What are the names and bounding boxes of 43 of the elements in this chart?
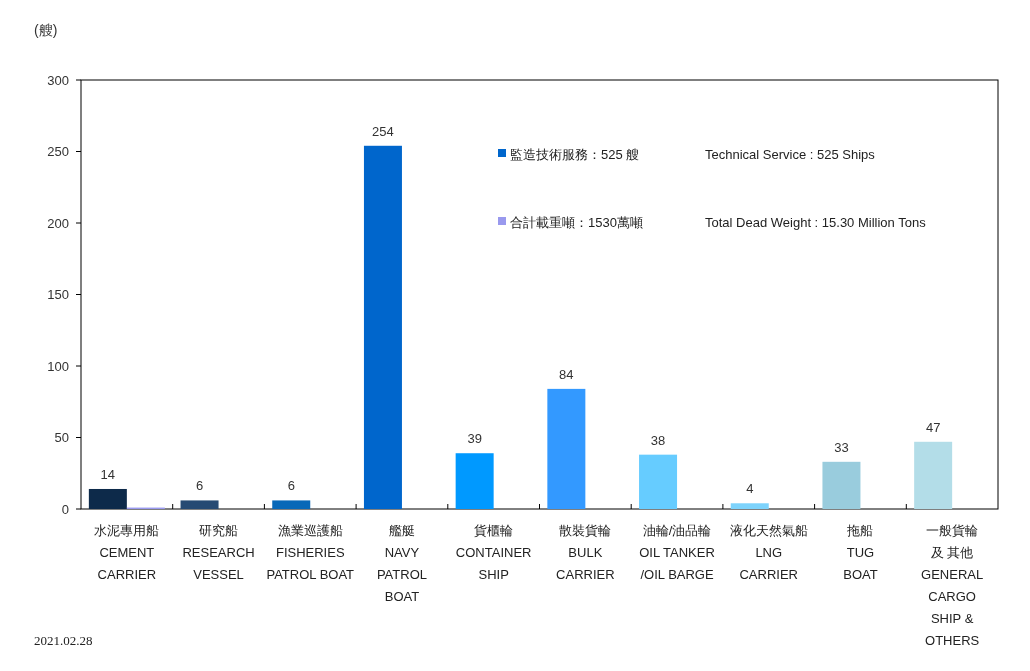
x-tick-label: 油輪/油品輪 OIL TANKER /OIL BARGE (639, 523, 715, 582)
y-tick-label: 200 (47, 215, 69, 231)
data-label: 47 (925, 419, 941, 435)
data-label: 39 (467, 431, 482, 447)
data-label: 84 (559, 366, 574, 382)
annotation: Technical Service : 525 Ships (705, 146, 876, 162)
data-label: 6 (287, 478, 295, 494)
annotation: Total Dead Weight : 15.30 Million Tons (705, 214, 927, 230)
bar (547, 388, 586, 509)
x-tick-label: 漁業巡護船 FISHERIES PATROL BOAT (266, 523, 355, 582)
data-label: 33 (834, 439, 849, 455)
x-tick-label: 拖船 TUG BOAT (843, 523, 878, 582)
y-tick-label: 0 (61, 501, 69, 517)
bar (180, 500, 219, 509)
x-tick-label: 水泥專用船 CEMENT CARRIER (94, 523, 160, 582)
x-tick-label: 一般貨輪及 其他 GENERAL CARGO SHIP & OTHERS (921, 523, 984, 648)
y-tick-label: 250 (47, 144, 69, 160)
data-label: 14 (100, 466, 116, 482)
bar (822, 461, 861, 509)
x-tick-label: 艦艇 NAVY PATROL BOAT (376, 523, 427, 604)
bar (272, 500, 311, 509)
legend-label: 合計載重噸：1530萬噸 (510, 214, 643, 230)
data-label: 38 (650, 432, 666, 448)
y-tick-label: 50 (54, 430, 69, 446)
y-tick-label: 100 (47, 358, 69, 374)
x-tick-label: 貨櫃輪 CONTAINER SHIP (455, 523, 532, 582)
data-label: 254 (372, 123, 394, 139)
bar (914, 441, 953, 509)
data-label: 6 (195, 478, 204, 494)
bar (730, 503, 769, 509)
bar (639, 454, 678, 509)
legend-label: 監造技術服務：525 艘 (510, 146, 640, 162)
y-tick-label: 150 (47, 287, 69, 303)
x-tick-label: 液化天然氣船 LNG CARRIER (729, 523, 808, 582)
bar (88, 488, 127, 509)
x-tick-label: 散裝貨輪 BULK CARRIER (556, 523, 615, 582)
bar (363, 145, 402, 509)
y-tick-label: 300 (47, 72, 69, 88)
y-axis-title: (艘) (34, 22, 58, 38)
text: 2021.02.28 (34, 633, 93, 648)
x-tick-label: 研究船 RESEARCH VESSEL (182, 523, 255, 582)
data-label: 4 (746, 481, 754, 497)
bar (455, 453, 494, 509)
